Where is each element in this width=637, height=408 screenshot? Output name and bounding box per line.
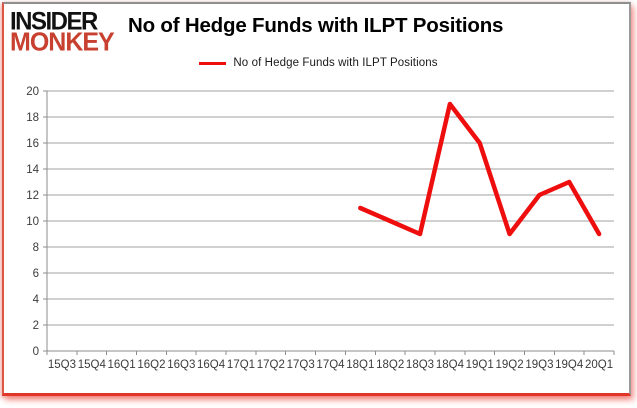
logo-insider-text: INSIDER [10, 7, 98, 36]
legend-label: No of Hedge Funds with ILPT Positions [233, 57, 438, 69]
chart-title: No of Hedge Funds with ILPT Positions [128, 14, 504, 37]
insider-monkey-logo: INSIDER MONKEY [10, 7, 115, 57]
x-axis-labels: 15Q3 15Q4 16Q1 16Q2 16Q3 16Q4 17Q1 17Q2 17Q3 17Q4… [48, 359, 613, 371]
svg-text:18Q2: 18Q2 [376, 359, 404, 371]
axes [43, 90, 615, 355]
y-axis-labels: 0 2 4 6 8 10 12 14 16 18 20 [26, 86, 39, 358]
svg-text:0: 0 [33, 346, 39, 358]
svg-text:16Q3: 16Q3 [167, 359, 195, 371]
svg-text:15Q3: 15Q3 [48, 359, 76, 371]
legend-line-icon [199, 61, 227, 65]
svg-text:2: 2 [33, 320, 39, 332]
svg-text:16Q1: 16Q1 [108, 359, 136, 371]
svg-text:20: 20 [26, 86, 39, 98]
chart-legend: No of Hedge Funds with ILPT Positions [0, 55, 637, 71]
svg-text:16Q2: 16Q2 [137, 359, 165, 371]
svg-text:18Q1: 18Q1 [346, 359, 374, 371]
svg-text:19Q2: 19Q2 [496, 359, 524, 371]
svg-text:8: 8 [33, 242, 39, 254]
series-line [358, 101, 602, 237]
gridlines [47, 90, 614, 352]
svg-text:17Q4: 17Q4 [316, 359, 345, 371]
svg-text:16: 16 [26, 138, 39, 150]
svg-text:19Q4: 19Q4 [555, 359, 584, 371]
svg-text:17Q1: 17Q1 [227, 359, 255, 371]
svg-text:20Q1: 20Q1 [585, 359, 613, 371]
svg-text:18Q4: 18Q4 [436, 359, 465, 371]
svg-text:12: 12 [26, 190, 39, 202]
svg-text:10: 10 [26, 216, 39, 228]
svg-text:19Q1: 19Q1 [466, 359, 494, 371]
logo-monkey-text: MONKEY [10, 27, 115, 57]
svg-text:18: 18 [26, 112, 39, 124]
svg-text:19Q3: 19Q3 [525, 359, 553, 371]
svg-text:14: 14 [26, 164, 39, 176]
svg-text:6: 6 [33, 268, 39, 280]
svg-text:18Q3: 18Q3 [406, 359, 434, 371]
svg-text:17Q2: 17Q2 [257, 359, 285, 371]
svg-text:4: 4 [33, 294, 40, 306]
svg-text:16Q4: 16Q4 [197, 359, 226, 371]
svg-text:17Q3: 17Q3 [287, 359, 315, 371]
svg-text:15Q4: 15Q4 [78, 359, 107, 371]
